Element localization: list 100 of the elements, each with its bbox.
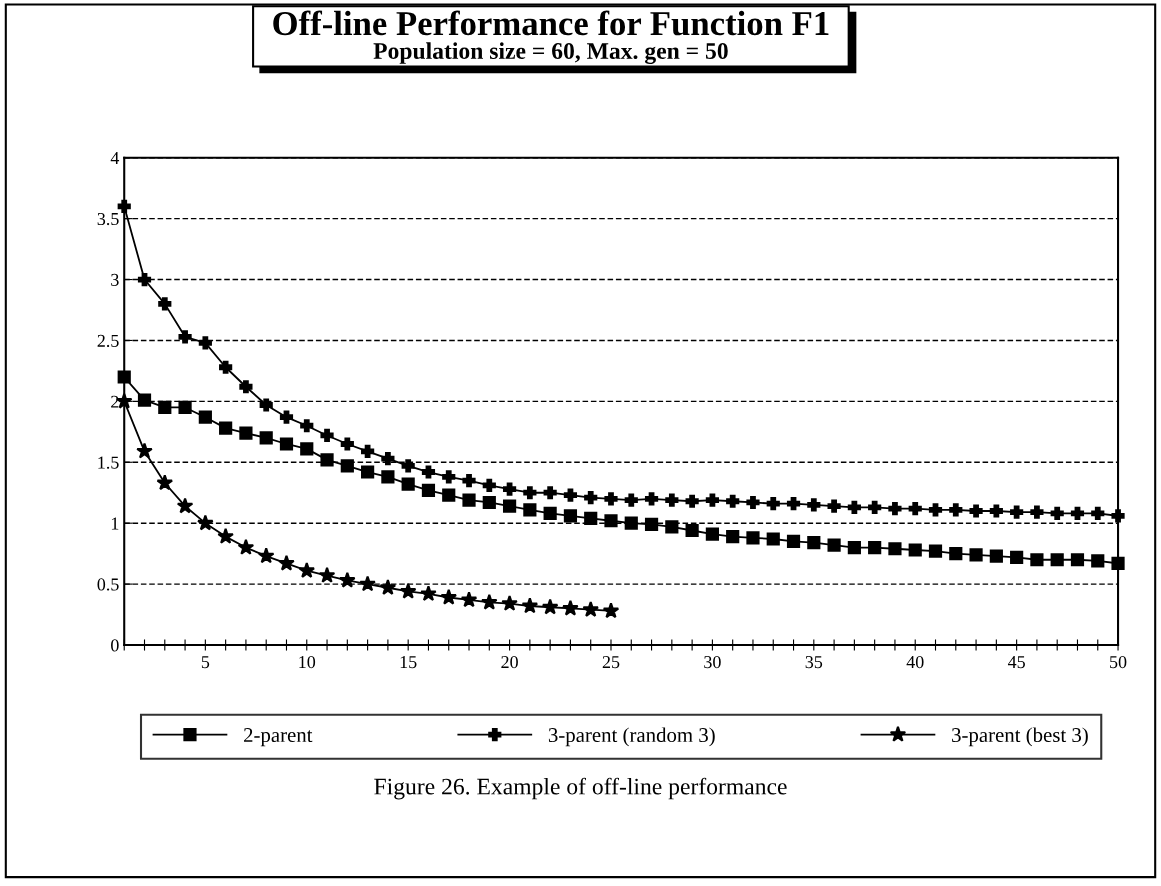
point bbox=[969, 504, 983, 518]
y-tick-label: 4 bbox=[110, 152, 120, 164]
point bbox=[361, 444, 375, 458]
point bbox=[521, 597, 539, 614]
y-tick-label: 0 bbox=[111, 639, 119, 652]
x-tick-label: 5 bbox=[201, 656, 210, 669]
point bbox=[176, 497, 194, 514]
point bbox=[298, 562, 316, 578]
x-tick-label: 15 bbox=[400, 656, 417, 669]
point bbox=[1030, 505, 1044, 519]
point bbox=[868, 540, 882, 555]
point bbox=[339, 571, 356, 588]
point bbox=[969, 548, 983, 562]
point bbox=[421, 483, 436, 497]
point bbox=[399, 582, 417, 599]
point bbox=[541, 598, 559, 615]
point bbox=[501, 594, 518, 611]
point bbox=[543, 506, 557, 521]
point bbox=[340, 437, 354, 451]
point bbox=[379, 579, 397, 595]
point bbox=[237, 538, 255, 555]
point bbox=[440, 588, 458, 605]
point bbox=[786, 497, 801, 511]
point bbox=[158, 297, 172, 311]
point bbox=[766, 497, 780, 511]
point bbox=[460, 591, 478, 608]
point bbox=[989, 549, 1003, 563]
point bbox=[705, 527, 719, 541]
point bbox=[1070, 553, 1085, 567]
chart-subtitle: Population size = 60, Max. gen = 50 bbox=[373, 42, 728, 64]
point bbox=[827, 499, 841, 513]
point bbox=[726, 529, 740, 544]
point bbox=[197, 514, 214, 531]
point bbox=[279, 437, 294, 451]
point bbox=[908, 501, 922, 516]
point bbox=[766, 532, 780, 546]
x-tick-label: 35 bbox=[805, 656, 823, 669]
y-tick-label: 0.5 bbox=[97, 578, 119, 591]
x-tick-label: 50 bbox=[1110, 655, 1127, 669]
point bbox=[259, 431, 273, 445]
y-tick-label: 2.5 bbox=[97, 334, 119, 347]
point bbox=[584, 491, 598, 505]
point bbox=[868, 500, 882, 514]
point bbox=[318, 566, 336, 583]
point bbox=[949, 547, 963, 561]
x-tick-label: 25 bbox=[602, 656, 620, 669]
legend-label: 3-parent (random 3) bbox=[548, 727, 715, 747]
caption: Figure 26. Example of off-line performance bbox=[374, 777, 787, 800]
point bbox=[602, 602, 620, 619]
point bbox=[117, 370, 131, 384]
point bbox=[137, 393, 152, 407]
point bbox=[158, 400, 172, 415]
x-tick-label: 30 bbox=[704, 655, 721, 669]
point bbox=[563, 488, 578, 502]
point bbox=[320, 428, 334, 443]
point bbox=[401, 459, 415, 473]
point bbox=[1070, 506, 1085, 521]
point bbox=[685, 494, 699, 508]
point bbox=[562, 599, 579, 616]
point bbox=[359, 575, 376, 592]
chart-title: Off-line Performance for Function F1 bbox=[273, 10, 829, 36]
point bbox=[949, 503, 963, 517]
point bbox=[420, 585, 437, 602]
point bbox=[1010, 550, 1024, 564]
point bbox=[705, 493, 719, 507]
point bbox=[482, 478, 496, 493]
point bbox=[381, 452, 395, 466]
point bbox=[746, 495, 760, 510]
point bbox=[1111, 556, 1125, 570]
point bbox=[219, 360, 233, 374]
point bbox=[624, 493, 638, 507]
point bbox=[563, 509, 578, 523]
point bbox=[381, 470, 395, 484]
x-tick-label: 45 bbox=[1007, 656, 1025, 669]
point bbox=[827, 538, 841, 552]
legend-label: 2-parent bbox=[244, 728, 313, 747]
y-tick-label: 3.5 bbox=[97, 212, 119, 226]
point bbox=[1091, 506, 1105, 521]
point bbox=[847, 500, 861, 514]
y-tick-label: 3 bbox=[111, 273, 119, 286]
point bbox=[807, 498, 821, 512]
point bbox=[198, 336, 212, 350]
point bbox=[442, 470, 456, 484]
point bbox=[217, 527, 234, 544]
x-tick-label: 40 bbox=[906, 655, 924, 669]
point bbox=[908, 543, 922, 557]
point bbox=[239, 426, 253, 440]
point bbox=[482, 495, 496, 510]
point bbox=[1030, 553, 1044, 567]
point bbox=[665, 520, 679, 534]
point bbox=[279, 410, 294, 424]
point bbox=[481, 593, 498, 610]
point bbox=[361, 465, 375, 479]
point bbox=[259, 398, 273, 412]
point bbox=[644, 492, 659, 506]
point bbox=[340, 459, 354, 473]
point bbox=[257, 547, 275, 564]
point bbox=[584, 511, 598, 525]
point bbox=[300, 442, 314, 456]
point bbox=[989, 504, 1003, 518]
